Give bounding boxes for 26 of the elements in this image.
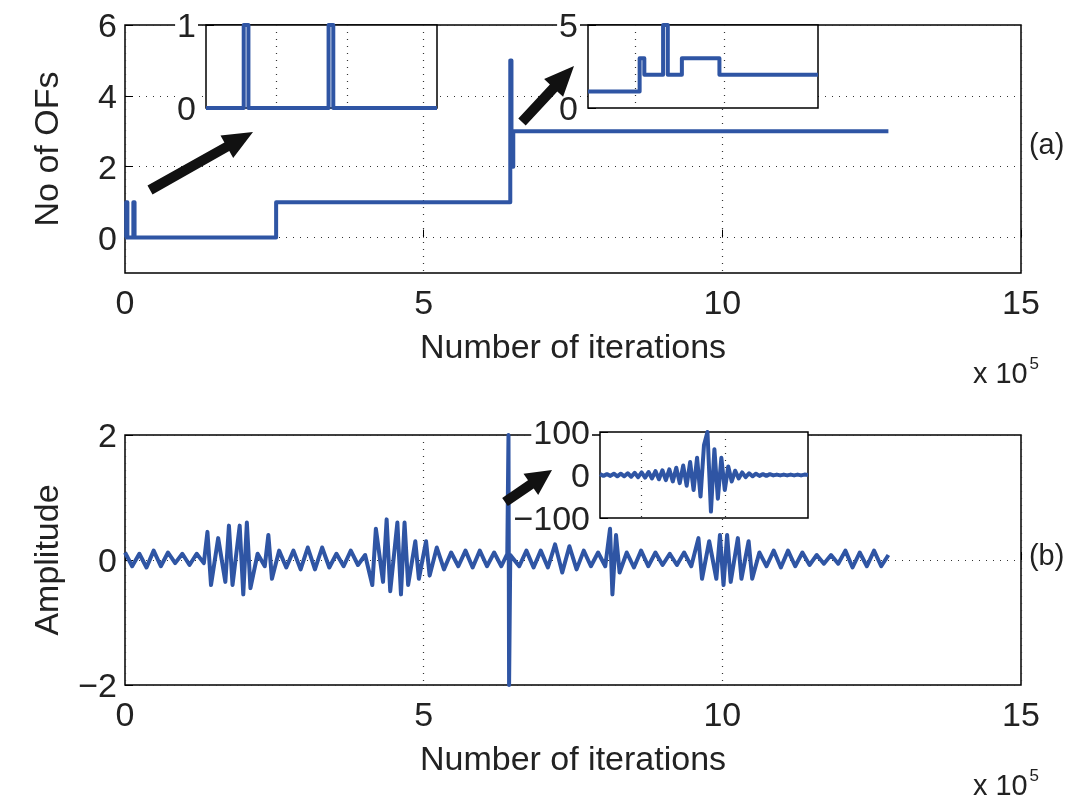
y-tick-label: −2 [78, 666, 117, 704]
y-tick-label: 0 [571, 456, 590, 494]
line-series [598, 430, 810, 514]
y-axis-title: No of OFs [27, 71, 65, 227]
y-tick-label: 0 [98, 218, 117, 257]
y-tick-label: 1 [177, 6, 196, 44]
y-tick-label: 100 [533, 413, 590, 451]
text: (b) [1029, 538, 1065, 571]
x-tick-label: 15 [1002, 283, 1040, 321]
y-tick-label: 0 [559, 89, 578, 127]
y-axis-title: Amplitude [27, 484, 65, 636]
y-tick-label: 6 [98, 6, 117, 44]
y-tick-label: −100 [513, 499, 590, 537]
x-tick-label: 5 [414, 283, 434, 321]
y-tick-label: 5 [559, 6, 578, 44]
x-tick-label: 15 [1002, 695, 1040, 733]
x-tick-label: 10 [703, 695, 742, 733]
x-axis-title: Number of iterations [419, 327, 727, 365]
text: (a) [1029, 127, 1065, 160]
x-tick-label: 10 [703, 283, 742, 321]
y-tick-label: 0 [98, 541, 117, 579]
y-tick-label: 2 [98, 416, 117, 454]
y-tick-label: 4 [98, 76, 117, 115]
x-tick-label: 5 [414, 695, 434, 733]
y-tick-label: 2 [98, 147, 117, 186]
x-axis-title: Number of iterations [419, 739, 727, 777]
